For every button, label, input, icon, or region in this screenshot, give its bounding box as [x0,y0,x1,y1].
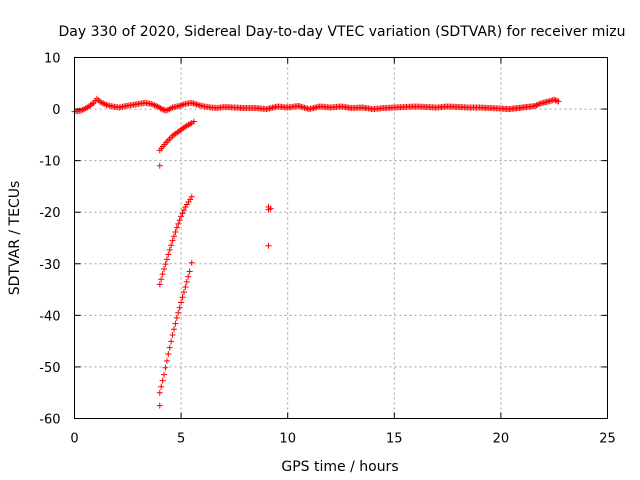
data-point [170,233,177,240]
y-tick-label: -30 [39,258,60,273]
data-point [267,205,274,212]
y-axis-label: SDTVAR / TECUs [7,181,23,296]
data-point [163,256,170,263]
data-point [178,299,185,306]
data-point [159,377,166,384]
data-point [161,371,168,378]
x-tick-label: 15 [386,432,403,447]
data-point [162,261,169,268]
data-point [166,246,173,253]
data-point [157,105,164,112]
data-point [158,106,165,113]
data-point [188,193,195,200]
data-point [158,276,165,283]
data-point [265,242,272,249]
data-marks [71,95,562,409]
data-point [182,283,189,290]
data-point [552,97,559,104]
data-point [169,237,176,244]
data-point [175,309,182,316]
data-point [176,217,183,224]
data-point [170,326,177,333]
data-point [156,389,163,396]
data-point [190,118,197,125]
data-point [156,402,163,409]
data-point [159,271,166,278]
data-point [168,242,175,249]
x-tick-label: 25 [599,432,616,447]
data-point [186,268,193,275]
data-point [179,101,186,108]
axes: 0 5 10 15 20 25 -60 -50 -40 -30 -20 -10 0 10 [39,52,616,447]
data-point [178,213,185,220]
data-point [180,101,187,108]
data-point [551,96,558,103]
x-tick-label: 5 [177,432,185,447]
data-point [169,331,176,338]
data-point [533,102,540,109]
data-point [156,281,163,288]
data-point [179,210,186,217]
data-point [190,100,197,107]
data-point [162,364,169,371]
y-tick-label: -10 [39,155,60,170]
data-point [156,162,163,169]
data-point [161,265,168,272]
data-point [180,289,187,296]
data-point [163,357,170,364]
data-point [172,228,179,235]
data-point [555,98,562,105]
x-axis-label: GPS time / hours [281,459,398,475]
data-point [173,224,180,231]
data-point [180,207,187,214]
chart-title: Day 330 of 2020, Sidereal Day-to-day VTE… [59,24,626,40]
plot-frame [74,57,608,419]
x-tick-label: 0 [70,432,78,447]
y-tick-label: 10 [44,52,61,67]
data-point [176,304,183,311]
y-tick-label: 0 [52,103,60,118]
x-tick-label: 10 [279,432,296,447]
data-point [166,344,173,351]
data-point [158,383,165,390]
data-point [191,100,198,107]
data-point [188,99,195,106]
y-tick-label: -50 [39,361,60,376]
data-point [183,278,190,285]
data-point [165,251,172,258]
data-point [175,220,182,227]
data-point [165,351,172,358]
y-tick-label: -20 [39,206,60,221]
data-point [193,101,200,108]
data-point [177,102,184,109]
data-point [534,101,541,108]
grid [74,57,608,419]
data-point [188,259,195,266]
y-tick-label: -60 [39,413,60,428]
data-point [185,273,192,280]
data-point [179,294,186,301]
y-tick-label: -40 [39,309,60,324]
data-point [168,338,175,345]
data-point [173,314,180,321]
data-point [532,102,539,109]
data-point [172,320,179,327]
x-tick-label: 20 [493,432,510,447]
data-point [554,97,561,104]
